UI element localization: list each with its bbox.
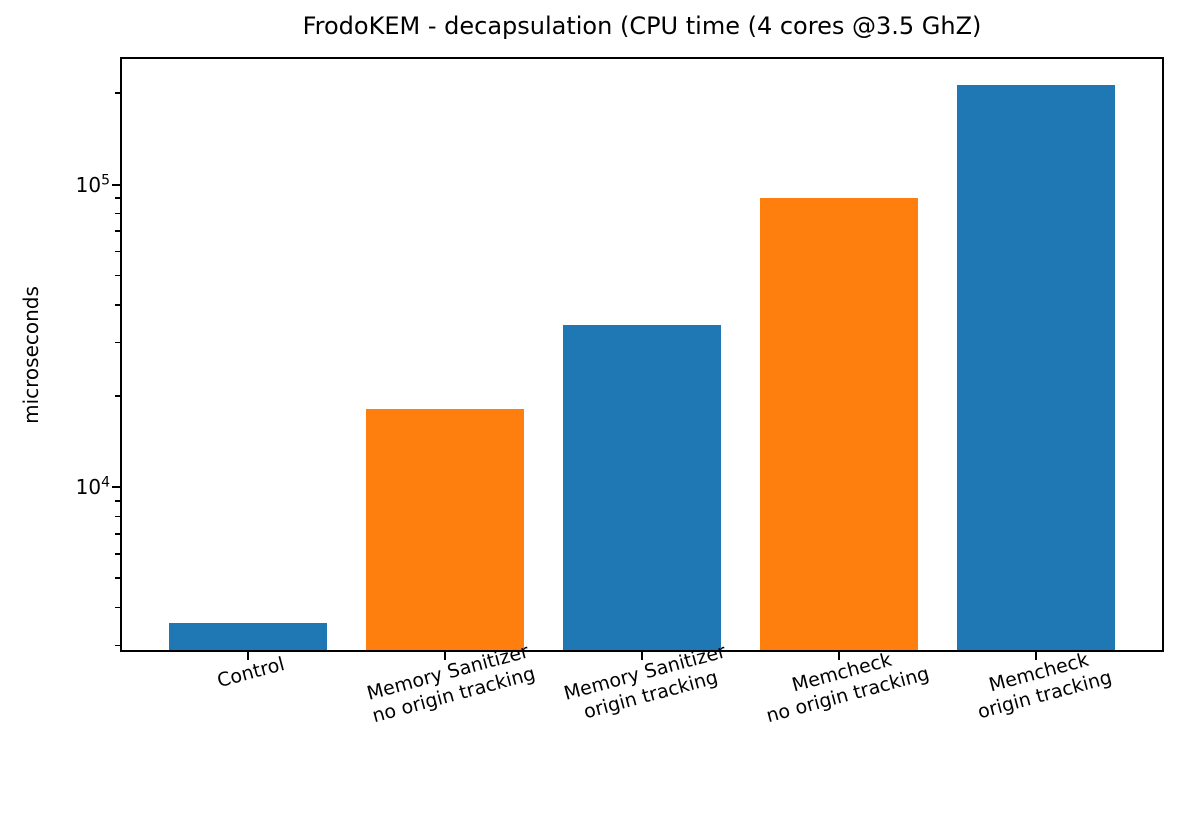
y-minor-tick-7e4 [115,230,120,232]
x-tick-label-1: Memory Sanitizer no origin tracking [364,640,538,728]
x-tick-label-3: Memcheck no origin tracking [758,640,932,728]
x-tick-0 [247,652,250,660]
x-tick-label-2: Memory Sanitizer origin tracking [562,640,735,728]
y-minor-tick-8e4 [115,212,120,215]
x-tick-label-line: Control [214,653,287,693]
y-axis-label: microseconds [19,286,43,424]
x-tick-3 [837,652,840,660]
x-tick-label-0: Control [215,653,287,693]
chart-title: FrodoKEM - decapsulation (CPU time (4 co… [302,12,982,40]
y-minor-tick-5e3 [115,577,120,579]
y-minor-tick-4e4 [115,304,120,306]
x-tick-1 [444,652,447,660]
bar-1 [366,409,524,650]
y-minor-tick-3e3 [115,644,120,647]
y-minor-tick-5e4 [115,274,120,277]
y-minor-tick-7e3 [115,533,120,535]
y-minor-tick-9e4 [115,197,120,199]
y-minor-tick-9e3 [115,500,120,502]
y-minor-tick-3e4 [115,341,120,344]
bar-2 [563,324,721,650]
bar-4 [957,84,1115,650]
x-tick-2 [641,652,643,660]
y-minor-tick-2e4 [115,395,120,397]
y-tick-label-10e4: 104 [75,474,110,500]
y-minor-tick-6e3 [115,553,120,555]
y-minor-tick-8e3 [115,515,120,518]
y-major-tick-10e5 [112,183,120,186]
x-tick-4 [1034,652,1037,660]
y-major-tick-10e4 [112,486,120,489]
y-minor-tick-2e5 [115,92,120,94]
bar-3 [760,197,918,650]
bar-0 [169,623,327,650]
y-tick-label-10e5: 105 [75,171,110,197]
x-tick-label-4: Memcheck origin tracking [969,644,1114,724]
y-minor-tick-6e4 [115,250,120,253]
y-minor-tick-4e3 [115,606,120,609]
